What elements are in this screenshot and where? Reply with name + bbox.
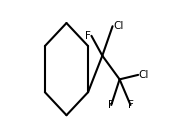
Text: F: F [108,100,114,110]
Text: Cl: Cl [139,70,149,80]
Text: Cl: Cl [113,21,124,31]
Text: F: F [127,100,133,110]
Text: F: F [85,31,91,41]
